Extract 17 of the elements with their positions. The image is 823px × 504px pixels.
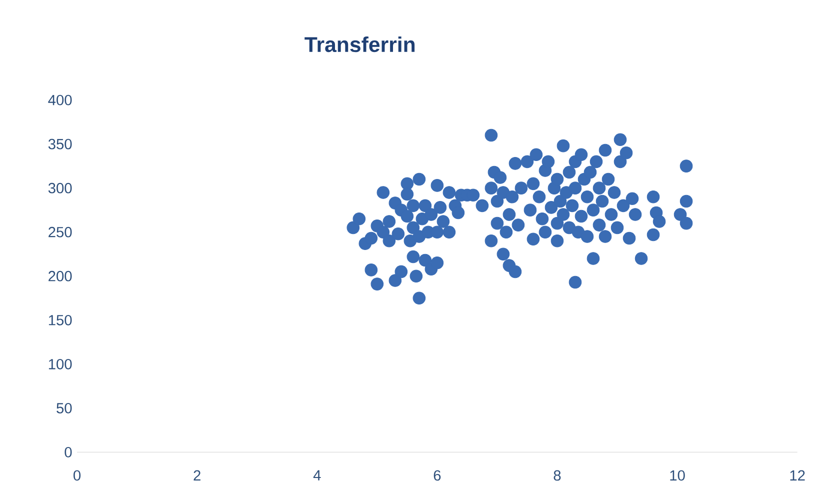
x-tick-label: 12 [790,470,805,480]
y-tick-label: 350 [48,138,72,150]
x-tick-label: 4 [313,470,321,480]
y-tick-label: 200 [48,270,72,282]
x-tick-label: 2 [194,470,200,480]
x-tick-label: 0 [74,470,81,481]
y-tick-label: 150 [48,314,72,326]
x-tick-label: 8 [554,470,561,481]
y-tick-label: 50 [56,402,72,414]
y-tick-label: 0 [64,446,72,458]
chart-title: Transferrin [304,36,415,52]
y-tick-label: 250 [48,226,72,238]
x-tick-label: 10 [670,470,685,481]
y-tick-label: 400 [48,94,72,106]
y-tick-label: 300 [48,182,72,194]
y-tick-label: 100 [48,358,72,370]
x-tick-label: 6 [434,470,441,481]
